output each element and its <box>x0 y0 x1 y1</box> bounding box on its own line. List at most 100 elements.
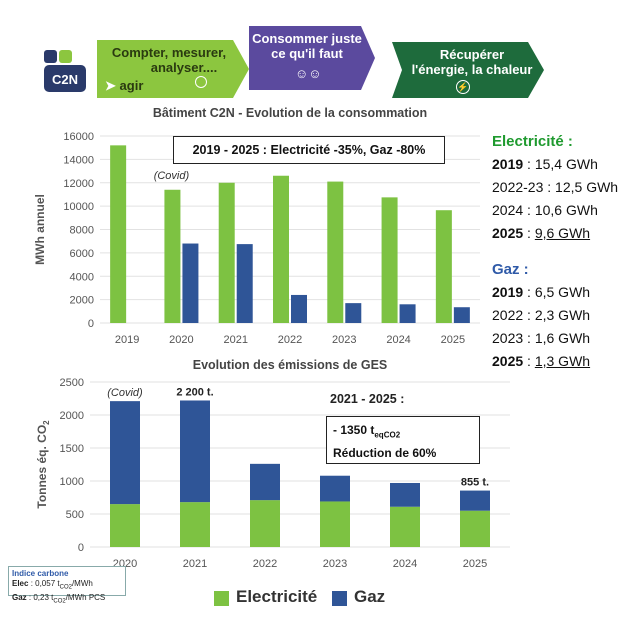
chart2-xtick: 2021 <box>183 558 207 570</box>
chart1-xtick: 2020 <box>169 334 193 346</box>
chart2-annotation-2025: 855 t. <box>461 477 489 489</box>
gazList-row: 2022 : 2,3 GWh <box>492 307 590 323</box>
gaz-heading: Gaz : <box>492 261 529 278</box>
side-year: 2025 <box>492 225 524 241</box>
carbon-index-elec-sub: CO2 <box>59 584 72 591</box>
emissions-chart: 0 500 1000 1500 2000 2500 Tonnes éq. CO2 2020 20… <box>35 377 510 570</box>
chart2-note-line2: Réduction de 60% <box>333 446 437 461</box>
banner3-line2: l'énergie, la chaleur <box>411 62 533 77</box>
legend: Electricité Gaz <box>214 585 474 613</box>
side-year: 2019 <box>492 156 524 172</box>
cursor-icon: ➤ <box>105 78 116 93</box>
chart1-ylabel: MWh annuel <box>33 194 47 265</box>
side-value: : 15,4 GWh <box>523 156 598 172</box>
side-value: 9,6 GWh <box>534 225 591 241</box>
banner3-line1: Récupérer <box>439 47 505 62</box>
chart1-note: 2019 - 2025 : Electricité -35%, Gaz -80% <box>173 136 445 164</box>
chart2-bar-gaz <box>110 401 140 505</box>
chart2-bar-gaz <box>180 400 210 503</box>
banner-consommer: Consommer juste ce qu'il faut ☺☺ <box>249 26 375 90</box>
carbon-index-gaz-sub: CO2 <box>53 598 66 605</box>
elecList-row: 2024 : 10,6 GWh <box>492 202 598 218</box>
carbon-index-box: Indice carbone Elec : 0,057 tCO2/MWh Gaz… <box>8 566 126 604</box>
chart1-xtick: 2023 <box>332 334 356 346</box>
gazList-row: 2019 : 6,5 GWh <box>492 284 590 300</box>
chart1-annotation-covid: (Covid) <box>154 170 190 182</box>
chart1-bar-electricite <box>435 210 452 323</box>
legend-swatch-gaz <box>332 591 347 606</box>
chart1-bar-electricite <box>273 175 289 323</box>
chart1-bar-gaz <box>236 244 253 323</box>
side-year: 2024 <box>492 202 524 218</box>
banner-recuperer: Récupérer l'énergie, la chaleur ⚡ <box>392 42 544 98</box>
chart2-note-title: 2021 - 2025 : <box>330 392 405 406</box>
chart1-xtick: 2021 <box>223 334 247 346</box>
carbon-index-elec-label: Elec <box>12 578 29 588</box>
chart1-bar-gaz <box>291 294 307 323</box>
chart2-note: - 1350 teqCO2 Réduction de 60% <box>326 416 480 464</box>
logo-text: C2N <box>52 72 78 87</box>
elec-heading: Electricité : <box>492 133 573 150</box>
chart1-ytick: 0 <box>88 318 94 330</box>
chart2-ytick: 1500 <box>60 443 84 455</box>
chart1-ytick: 16000 <box>63 131 94 143</box>
side-sep: : <box>523 225 535 241</box>
chart2-bar-electricite <box>180 502 210 547</box>
carbon-index-elec-unit: /MWh <box>71 578 93 588</box>
side-year: 2023 <box>492 330 524 346</box>
banner1-line3: agir <box>119 78 144 93</box>
legend-swatch-electricite <box>214 591 229 606</box>
chart2-ylabel: Tonnes éq. CO2 <box>35 420 51 509</box>
side-year: 2019 <box>492 284 524 300</box>
chart1-ytick: 12000 <box>63 178 94 190</box>
chart1-bar-gaz <box>453 307 470 323</box>
chart1-title: Bâtiment C2N - Evolution de la consommat… <box>152 106 428 120</box>
chart1-bar-electricite <box>218 182 235 323</box>
chart1-bar-electricite <box>381 197 398 323</box>
chart2-ylabel-sub: 2 <box>42 420 51 425</box>
chart1-ytick: 14000 <box>63 154 94 166</box>
carbon-index-elec-value: : 0,057 t <box>28 578 60 588</box>
banner2-line2: ce qu'il faut <box>271 46 343 61</box>
side-value: : 6,5 GWh <box>523 284 591 300</box>
chart1-xtick: 2024 <box>386 334 410 346</box>
elecList-row: 2019 : 15,4 GWh <box>492 156 598 172</box>
side-value: : 1,6 GWh <box>523 330 591 346</box>
energy-icon: ⚡ <box>456 80 470 94</box>
chart2-xtick: 2023 <box>323 558 347 570</box>
chart1-bar-gaz <box>399 304 416 323</box>
chart2-ytick: 1000 <box>60 476 84 488</box>
chart1-bar-gaz <box>182 243 199 323</box>
banner2-line1: Consommer juste <box>252 31 362 46</box>
chart1-bar-electricite <box>110 145 127 323</box>
side-year: 2022-23 <box>492 179 544 195</box>
chart2-bar-gaz <box>460 490 490 511</box>
carbon-index-title: Indice carbone <box>12 569 69 578</box>
side-value: : 2,3 GWh <box>523 307 591 323</box>
chart2-bar-electricite <box>250 500 280 547</box>
chart2-xtick: 2025 <box>463 558 487 570</box>
chart2-bar-electricite <box>320 501 350 547</box>
chart1-ytick: 10000 <box>63 201 94 213</box>
chart1-xtick: 2025 <box>441 334 465 346</box>
elecList-row: 2022-23 : 12,5 GWh <box>492 179 618 195</box>
chart2-xtick: 2020 <box>113 558 137 570</box>
chart2-bar-gaz <box>390 482 420 507</box>
chart2-ytick: 2000 <box>60 410 84 422</box>
chart1-ytick: 2000 <box>70 295 94 307</box>
gazList-row: 2023 : 1,6 GWh <box>492 330 590 346</box>
carbon-index-gaz-label: Gaz <box>12 592 27 602</box>
chart2-ytick: 500 <box>66 509 84 521</box>
chart1-xtick: 2022 <box>278 334 302 346</box>
banner-compter: Compter, mesurer, analyser.... ➤ agir <box>97 40 249 98</box>
chart2-bar-electricite <box>110 504 140 547</box>
consumption-chart: 0 2000 4000 6000 8000 10000 12000 14000 16000 MWh… <box>33 131 480 346</box>
chart2-ytick: 2500 <box>60 377 84 389</box>
chart2-ytick: 0 <box>78 542 84 554</box>
chart1-ytick: 4000 <box>70 271 94 283</box>
side-value: : 10,6 GWh <box>523 202 598 218</box>
banner1-line2: analyser.... <box>150 60 218 75</box>
elecList-row: 2025 : 9,6 GWh <box>492 225 590 241</box>
chart2-title: Evolution des émissions de GES <box>192 358 388 372</box>
chart2-bar-gaz <box>250 463 280 501</box>
